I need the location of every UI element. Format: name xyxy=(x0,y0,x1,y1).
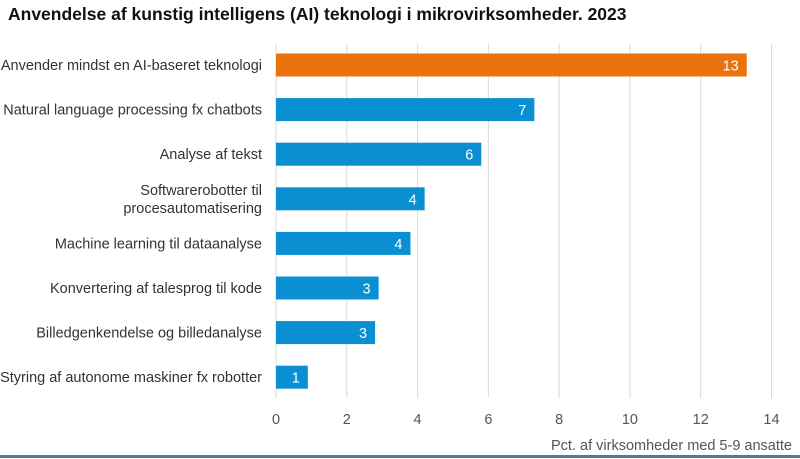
bar xyxy=(276,53,747,77)
x-tick-label: 6 xyxy=(484,412,492,428)
category-label: Machine learning til dataanalyse xyxy=(55,236,262,252)
x-tick-label: 2 xyxy=(343,412,351,428)
bar xyxy=(276,365,308,389)
data-label: 1 xyxy=(292,371,300,387)
x-tick-label: 14 xyxy=(763,412,779,428)
data-label: 7 xyxy=(518,103,526,119)
data-label: 6 xyxy=(465,148,473,164)
data-label: 3 xyxy=(359,326,367,342)
category-label: Anvender mindst en AI-baseret teknologi xyxy=(1,58,262,74)
category-label: Natural language processing fx chatbots xyxy=(3,103,262,119)
bar xyxy=(276,321,376,345)
bar xyxy=(276,187,425,211)
category-label: Softwarerobotter til xyxy=(140,183,262,199)
data-label: 13 xyxy=(723,59,739,75)
x-tick-label: 0 xyxy=(272,412,280,428)
x-tick-label: 4 xyxy=(414,412,422,428)
bottom-rule xyxy=(0,455,800,458)
x-tick-label: 8 xyxy=(555,412,563,428)
x-tick-label: 12 xyxy=(693,412,709,428)
bar xyxy=(276,142,482,166)
chart-title: Anvendelse af kunstig intelligens (AI) t… xyxy=(8,4,627,24)
x-tick-label: 10 xyxy=(622,412,638,428)
bar xyxy=(276,231,411,255)
bar xyxy=(276,276,379,300)
category-label: Billedgenkendelse og billedanalyse xyxy=(36,326,262,342)
data-label: 3 xyxy=(363,282,371,298)
data-label: 4 xyxy=(409,192,417,208)
bar xyxy=(276,98,535,122)
category-label: procesautomatisering xyxy=(123,201,262,217)
x-axis-label: Pct. af virksomheder med 5-9 ansatte xyxy=(551,438,792,454)
category-label: Konvertering af talesprog til kode xyxy=(50,281,262,297)
category-label: Analyse af tekst xyxy=(160,147,262,163)
data-label: 4 xyxy=(394,237,402,253)
category-label: Styring af autonome maskiner fx robotter xyxy=(0,370,262,386)
